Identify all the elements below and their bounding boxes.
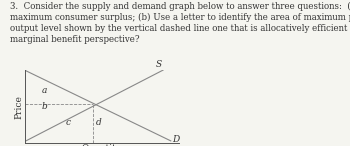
Text: D: D: [172, 135, 180, 144]
Text: d: d: [96, 118, 101, 127]
Text: a: a: [42, 86, 47, 95]
Text: 3.  Consider the supply and demand graph below to answer three questions:  (a) U: 3. Consider the supply and demand graph …: [10, 1, 350, 44]
Y-axis label: Price: Price: [14, 95, 23, 119]
X-axis label: Quantity: Quantity: [82, 145, 121, 146]
Text: b: b: [42, 102, 47, 111]
Text: c: c: [65, 118, 70, 127]
Text: S: S: [155, 60, 162, 69]
